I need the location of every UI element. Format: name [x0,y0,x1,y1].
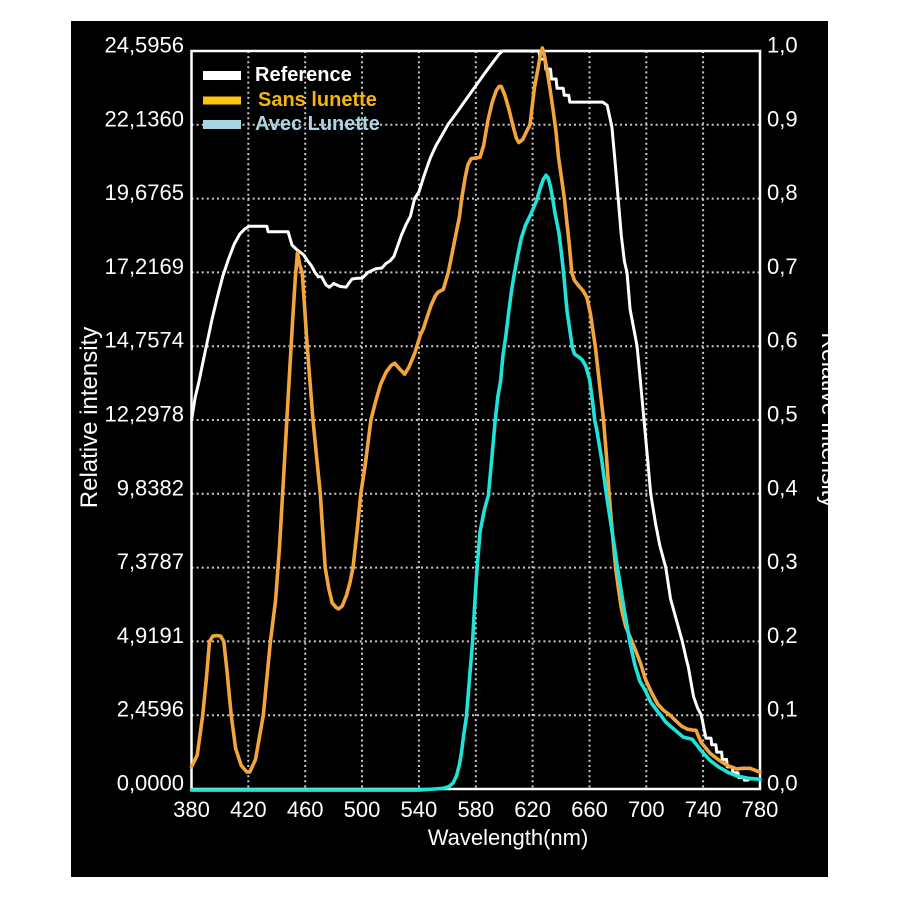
svg-text:Relative Intensity: Relative Intensity [817,332,843,508]
svg-text:22,1360: 22,1360 [104,106,184,131]
svg-text:1,0: 1,0 [767,33,798,58]
svg-text:14,7574: 14,7574 [104,328,184,353]
svg-text:0,2: 0,2 [767,623,798,648]
svg-text:0,6: 0,6 [767,328,798,353]
svg-text:Wavelength(nm): Wavelength(nm) [428,825,589,850]
svg-text:0,7: 0,7 [767,254,798,279]
svg-text:Avec Lunette: Avec Lunette [255,113,380,135]
svg-text:420: 420 [230,797,267,822]
svg-text:Sans lunette: Sans lunette [258,89,377,111]
svg-text:620: 620 [514,797,551,822]
svg-text:12,2978: 12,2978 [104,402,184,427]
svg-text:Relative intensity: Relative intensity [76,327,103,508]
svg-text:0,9: 0,9 [767,106,798,131]
svg-text:24,5956: 24,5956 [104,33,184,58]
svg-text:Reference: Reference [255,64,352,86]
svg-text:0,0: 0,0 [767,771,798,796]
svg-text:780: 780 [742,797,779,822]
svg-text:7,3787: 7,3787 [117,549,184,574]
svg-text:580: 580 [457,797,494,822]
svg-text:0,8: 0,8 [767,180,798,205]
svg-text:0,4: 0,4 [767,475,798,500]
svg-text:2,4596: 2,4596 [117,697,184,722]
svg-text:0,5: 0,5 [767,402,798,427]
svg-text:740: 740 [685,797,722,822]
svg-text:0,1: 0,1 [767,697,798,722]
svg-text:460: 460 [287,797,324,822]
svg-text:17,2169: 17,2169 [104,254,184,279]
svg-text:540: 540 [401,797,438,822]
svg-text:9,8382: 9,8382 [117,475,184,500]
svg-text:700: 700 [628,797,665,822]
svg-text:660: 660 [571,797,608,822]
svg-text:4,9191: 4,9191 [117,623,184,648]
svg-text:19,6765: 19,6765 [104,180,184,205]
svg-text:0,0000: 0,0000 [117,771,184,796]
svg-text:380: 380 [173,797,210,822]
svg-text:0,3: 0,3 [767,549,798,574]
svg-text:500: 500 [344,797,381,822]
